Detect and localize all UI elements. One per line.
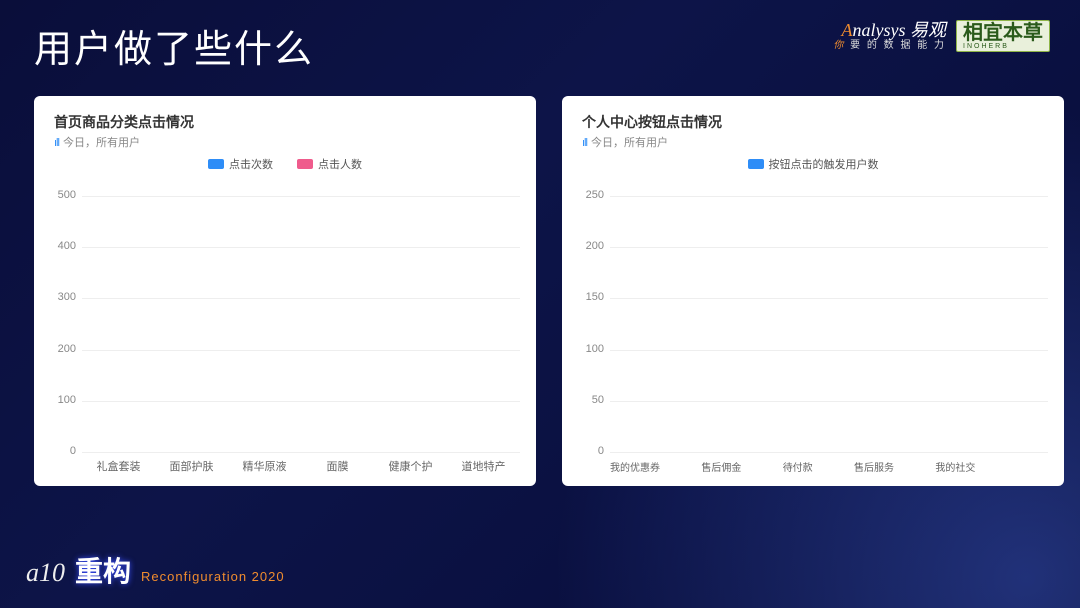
x-tick-label: 我的优惠券 <box>610 459 660 474</box>
legend-item: 点击次数 <box>208 156 273 172</box>
y-tick-label: 50 <box>592 394 604 406</box>
x-tick-label <box>681 459 702 474</box>
x-tick-label <box>1037 459 1058 474</box>
left-chart-title: 首页商品分类点击情况 <box>34 96 536 134</box>
y-tick-label: 200 <box>58 343 76 355</box>
x-tick-label <box>762 459 783 474</box>
x-tick-label: 健康个护 <box>374 458 447 474</box>
right-chart-xlabels: 我的优惠券 售后佣金 待付款 售后服务 我的社交 <box>610 459 1058 474</box>
left-chart-xlabels: 礼盒套装面部护肤精华原液面膜健康个护道地特产 <box>82 458 520 474</box>
x-tick-label <box>1017 459 1038 474</box>
x-tick-label <box>975 459 996 474</box>
right-chart-plot: 050100150200250 <box>610 196 1048 452</box>
bars-icon: ıll <box>582 137 587 149</box>
analysys-logo: Analysys 易观 你 要 的 数 据 能 力 <box>833 21 946 52</box>
y-tick-label: 400 <box>58 240 76 252</box>
legend-item: 按钮点击的触发用户数 <box>748 156 879 172</box>
left-chart-plot: 0100200300400500 <box>82 196 520 452</box>
footer-cn: 重构 <box>75 550 131 590</box>
right-chart-card: 个人中心按钮点击情况 ıll今日，所有用户 按钮点击的触发用户数 0501001… <box>562 96 1064 486</box>
left-chart-subtitle: ıll今日，所有用户 <box>34 134 536 150</box>
x-tick-label <box>996 459 1017 474</box>
y-tick-label: 200 <box>586 240 604 252</box>
x-tick-label <box>894 459 915 474</box>
legend-item: 点击人数 <box>297 156 362 172</box>
y-tick-label: 250 <box>586 189 604 201</box>
right-chart-subtitle: ıll今日，所有用户 <box>562 134 1064 150</box>
right-chart-title: 个人中心按钮点击情况 <box>562 96 1064 134</box>
x-tick-label: 售后服务 <box>854 459 894 474</box>
left-chart-card: 首页商品分类点击情况 ıll今日，所有用户 点击次数点击人数 010020030… <box>34 96 536 486</box>
y-tick-label: 100 <box>58 394 76 406</box>
x-tick-label: 道地特产 <box>447 458 520 474</box>
x-tick-label <box>660 459 681 474</box>
x-tick-label: 我的社交 <box>935 459 975 474</box>
right-chart-legend: 按钮点击的触发用户数 <box>562 156 1064 172</box>
y-tick-label: 100 <box>586 343 604 355</box>
legend-swatch <box>297 159 313 169</box>
y-tick-label: 300 <box>58 291 76 303</box>
legend-swatch <box>748 159 764 169</box>
bars-icon: ıll <box>54 137 59 149</box>
y-tick-label: 500 <box>58 189 76 201</box>
legend-swatch <box>208 159 224 169</box>
inoherb-logo: 相宜本草 INOHERB <box>956 20 1050 52</box>
x-tick-label: 精华原液 <box>228 458 301 474</box>
x-tick-label <box>741 459 762 474</box>
y-tick-label: 150 <box>586 291 604 303</box>
x-tick-label: 售后佣金 <box>701 459 741 474</box>
y-tick-label: 0 <box>70 445 76 457</box>
x-tick-label: 面部护肤 <box>155 458 228 474</box>
x-tick-label: 待付款 <box>783 459 813 474</box>
x-tick-label: 面膜 <box>301 458 374 474</box>
page-title: 用户做了些什么 <box>34 18 314 73</box>
x-tick-label: 礼盒套装 <box>82 458 155 474</box>
left-chart-legend: 点击次数 点击人数 <box>34 156 536 172</box>
a10-logo: a10 <box>26 558 65 588</box>
footer: a10 重构 Reconfiguration 2020 <box>26 550 285 590</box>
x-tick-label <box>813 459 834 474</box>
y-tick-label: 0 <box>598 445 604 457</box>
x-tick-label <box>915 459 936 474</box>
footer-en: Reconfiguration 2020 <box>141 569 285 584</box>
header-logos: Analysys 易观 你 要 的 数 据 能 力 相宜本草 INOHERB <box>833 20 1050 52</box>
x-tick-label <box>833 459 854 474</box>
